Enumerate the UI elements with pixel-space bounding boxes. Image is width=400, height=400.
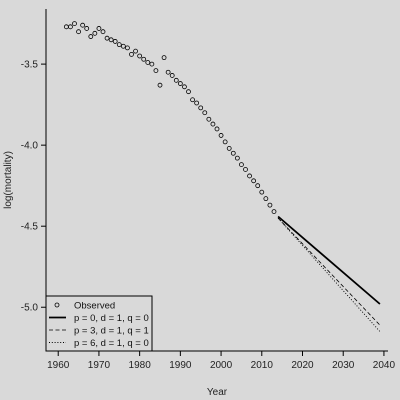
observed-point [72,21,77,26]
observed-point [263,196,269,202]
observed-point [206,116,212,122]
observed-point [271,209,277,215]
legend-label: p = 6, d = 1, q = 0 [74,338,149,349]
observed-point [267,202,273,208]
x-tick-label: 2000 [210,360,233,371]
observed-point [210,121,216,127]
observed-point [149,61,155,67]
observed-point [214,126,220,132]
observed-point [222,139,228,145]
observed-point [202,110,208,116]
x-tick-label: 2020 [291,360,314,371]
legend-box [45,295,153,352]
y-tick-label: -5.0 [21,303,39,314]
y-tick-label: -3.5 [21,60,39,71]
observed-point [80,22,86,28]
observed-point [239,162,244,168]
observed-point [88,34,94,39]
observed-point [92,30,98,36]
observed-point [116,42,122,48]
observed-points [63,21,277,215]
forecast-line [277,217,381,326]
observed-point [63,24,69,30]
y-tick-label: -4.0 [21,141,39,152]
x-tick-label: 1980 [129,360,152,371]
observed-point [173,77,179,83]
observed-point [112,39,118,44]
forecast-line [277,215,381,305]
observed-point [226,145,232,151]
observed-point [247,173,252,179]
observed-point [133,48,138,54]
observed-point [100,29,106,35]
y-axis-label: log(mortality) [3,151,14,209]
observed-point [186,89,191,95]
observed-point [96,26,102,31]
x-axis-label: Year [207,387,228,398]
observed-point [198,105,204,111]
observed-point [161,55,167,61]
observed-point [153,68,159,73]
x-tick-label: 2030 [332,360,355,371]
observed-point [120,43,126,49]
observed-point [157,82,163,88]
observed-point [129,51,134,57]
legend-marker [54,302,60,308]
x-tick-label: 1990 [169,360,192,371]
x-tick-label: 2010 [251,360,274,371]
x-tick-label: 2040 [373,360,396,371]
observed-point [230,150,236,156]
x-tick-label: 1960 [47,360,70,371]
observed-point [169,73,175,78]
x-tick-label: 1970 [88,360,111,371]
observed-point [125,45,130,51]
legend-label: Observed [74,300,115,311]
observed-point [84,26,90,31]
legend-label: p = 0, d = 1, q = 0 [74,313,149,324]
observed-point [177,81,183,86]
legend-label: p = 3, d = 1, q = 1 [74,325,149,336]
forecast-lines [277,215,381,332]
observed-point [68,24,73,30]
observed-point [234,155,240,161]
observed-point [182,84,187,90]
observed-point [259,189,265,195]
observed-point [165,69,171,75]
y-tick-label: -4.5 [21,222,39,233]
observed-point [255,183,261,189]
observed-point [194,100,200,106]
legend: Observed p = 0, d = 1, q = 0p = 3, d = 1,… [45,295,153,352]
observed-point [108,37,114,43]
observed-point [218,133,224,138]
observed-point [76,29,81,35]
observed-point [145,60,151,65]
observed-point [190,97,195,103]
observed-point [137,53,143,59]
forecast-line [277,217,381,332]
observed-point [243,167,248,172]
observed-point [251,178,257,184]
observed-point [104,35,110,41]
observed-point [141,56,147,62]
